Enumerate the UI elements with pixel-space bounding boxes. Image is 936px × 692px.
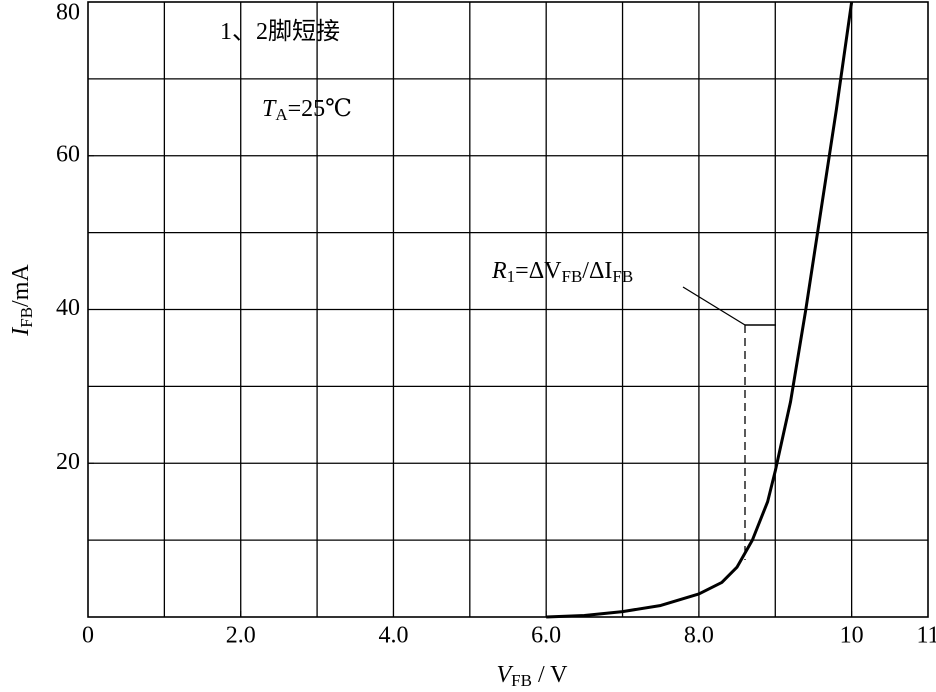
line-series — [546, 1, 854, 619]
annotation-part: /ΔI — [582, 258, 612, 284]
y-tick-label: 80 — [56, 0, 80, 26]
y-axis-label-part: /mA — [8, 264, 34, 307]
annotation-part: 1、2脚短接 — [220, 18, 340, 45]
annotation-part: R — [491, 258, 507, 284]
x-axis-label: VFB / V — [496, 662, 568, 690]
x-tick-label: 8.0 — [684, 623, 714, 649]
x-axis-label-part: V — [496, 662, 513, 688]
y-axis-label-part: FB — [17, 307, 36, 328]
annotation-part: FB — [612, 267, 633, 286]
annotation-part: FB — [561, 267, 582, 286]
x-tick-label: 2.0 — [226, 623, 256, 649]
annotation-part: =ΔV — [515, 258, 562, 284]
x-tick-label: 11 — [916, 623, 936, 649]
x-tick-label: 10 — [840, 623, 864, 649]
annotation: 1、2脚短接 — [220, 18, 340, 45]
x-tick-label: 6.0 — [531, 623, 561, 649]
y-axis-label-part: I — [8, 327, 34, 337]
y-tick-label: 20 — [56, 449, 80, 475]
x-axis-label-part: FB — [511, 671, 532, 690]
y-axis-label: IFB/mA — [8, 264, 36, 337]
annotation-part: 1 — [507, 267, 516, 286]
y-tick-label: 60 — [56, 141, 80, 167]
annotation-part: T — [262, 96, 277, 122]
annotation-part: =25℃ — [288, 96, 352, 122]
x-tick-label: 0 — [82, 623, 94, 649]
y-tick-label: 40 — [56, 295, 80, 321]
annotation-part: A — [275, 105, 288, 124]
x-axis-label-part: / V — [532, 662, 568, 688]
annotation: R1=ΔVFB/ΔIFB — [491, 258, 633, 286]
annotation: TA=25℃ — [262, 96, 352, 124]
leader-line — [682, 286, 746, 326]
x-tick-label: 4.0 — [378, 623, 408, 649]
